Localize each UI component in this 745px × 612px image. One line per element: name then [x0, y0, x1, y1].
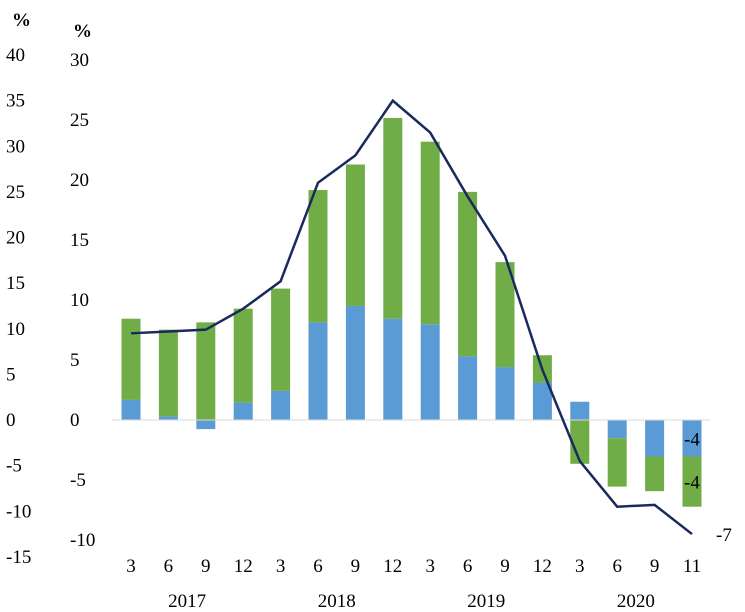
- bar-series-1-4: [271, 288, 291, 391]
- right-tick-label: -5: [70, 470, 86, 491]
- bar-series-0-5: [308, 322, 328, 420]
- bar-series-1-0: [121, 318, 141, 400]
- left-tick-label: 40: [6, 45, 25, 66]
- x-tick-label: 9: [650, 556, 660, 577]
- left-tick-label: -10: [6, 501, 31, 522]
- bar-series-0-4: [271, 390, 291, 420]
- right-tick-label: 20: [70, 170, 89, 191]
- data-label: -7: [716, 525, 732, 546]
- bar-series-1-13: [607, 438, 627, 487]
- x-tick-label: 12: [234, 556, 253, 577]
- bar-series-0-7: [383, 318, 403, 420]
- bar-series-1-15: [682, 456, 702, 507]
- x-tick-label: 9: [201, 556, 211, 577]
- right-axis-unit: %: [73, 21, 92, 42]
- x-tick-label: 3: [126, 556, 136, 577]
- bar-series-1-12: [570, 420, 590, 464]
- bar-series-0-3: [233, 402, 253, 420]
- x-tick-label: 12: [383, 556, 402, 577]
- bars-layer: [121, 117, 702, 507]
- right-tick-label: 25: [70, 110, 89, 131]
- x-tick-label: 11: [683, 556, 701, 577]
- x-tick-label: 3: [575, 556, 585, 577]
- left-tick-label: 25: [6, 182, 25, 203]
- bar-series-0-0: [121, 399, 141, 420]
- bar-series-0-8: [420, 324, 440, 420]
- left-tick-label: -15: [6, 547, 31, 568]
- bar-series-0-9: [458, 356, 478, 420]
- bar-series-1-1: [158, 329, 178, 417]
- x-tick-label: 3: [276, 556, 286, 577]
- bar-series-0-12: [570, 401, 590, 420]
- bar-series-1-14: [645, 456, 665, 492]
- right-tick-label: 15: [70, 230, 89, 251]
- bar-series-1-5: [308, 190, 328, 323]
- bar-series-1-9: [458, 191, 478, 357]
- bar-series-1-8: [420, 141, 440, 325]
- year-label: 2020: [617, 591, 655, 612]
- right-tick-label: 10: [70, 290, 89, 311]
- bar-series-1-2: [196, 322, 216, 420]
- right-tick-label: 30: [70, 50, 89, 71]
- x-tick-label: 9: [500, 556, 510, 577]
- x-tick-label: 6: [164, 556, 174, 577]
- bar-series-0-6: [345, 305, 365, 420]
- right-axis: % 30 25 20 15 10 5 0 -5 -10: [70, 21, 95, 551]
- left-tick-label: 20: [6, 228, 25, 249]
- data-label: -4: [684, 429, 700, 450]
- bar-series-0-10: [495, 367, 515, 420]
- bar-series-0-14: [645, 420, 665, 457]
- data-labels: -4 -4 -7: [684, 429, 732, 546]
- bar-series-1-7: [383, 117, 403, 319]
- bar-series-0-2: [196, 420, 216, 430]
- left-tick-label: 35: [6, 91, 25, 112]
- left-axis: % 40 35 30 25 20 15 10 5 0 -5 -10 -15: [6, 10, 31, 568]
- x-tick-label: 6: [612, 556, 622, 577]
- x-tick-label: 3: [425, 556, 435, 577]
- line-layer: [130, 98, 693, 536]
- bar-series-0-11: [532, 382, 552, 420]
- bar-series-0-13: [607, 420, 627, 439]
- left-tick-label: 0: [6, 410, 16, 431]
- left-tick-label: 15: [6, 273, 25, 294]
- right-tick-label: -10: [70, 530, 95, 551]
- x-axis: 3 6 9 12 3 6 9 12 3 6 9 12 3 6 9 11: [126, 556, 701, 577]
- bar-series-1-3: [233, 308, 253, 403]
- x-tick-label: 6: [463, 556, 473, 577]
- bar-series-0-15: [682, 420, 702, 457]
- left-axis-unit: %: [12, 10, 31, 31]
- x-tick-label: 9: [351, 556, 361, 577]
- bar-series-0-1: [158, 416, 178, 420]
- line-series-2: [130, 98, 693, 536]
- left-tick-label: -5: [6, 456, 22, 477]
- year-label: 2018: [318, 591, 356, 612]
- left-tick-label: 5: [6, 364, 16, 385]
- bar-series-1-6: [345, 164, 365, 306]
- year-label: 2019: [467, 591, 505, 612]
- x-tick-label: 6: [313, 556, 323, 577]
- left-tick-label: 10: [6, 319, 25, 340]
- bar-series-1-10: [495, 262, 515, 368]
- right-tick-label: 0: [70, 410, 80, 431]
- x-tick-label: 12: [533, 556, 552, 577]
- left-tick-label: 30: [6, 136, 25, 157]
- year-label: 2017: [168, 591, 206, 612]
- right-tick-label: 5: [70, 350, 80, 371]
- year-axis: 2017 2018 2019 2020: [168, 591, 655, 612]
- data-label: -4: [684, 473, 700, 494]
